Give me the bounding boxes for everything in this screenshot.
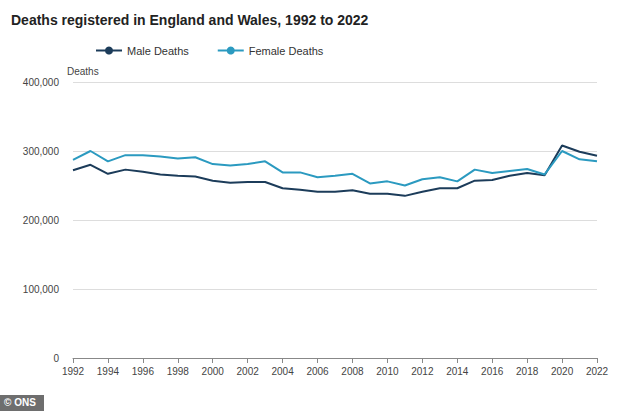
svg-text:100,000: 100,000 [23, 284, 60, 295]
svg-text:2004: 2004 [271, 366, 294, 377]
svg-text:2010: 2010 [376, 366, 399, 377]
svg-text:1994: 1994 [97, 366, 120, 377]
svg-text:2002: 2002 [237, 366, 260, 377]
svg-text:Deaths registered in England a: Deaths registered in England and Wales, … [11, 12, 369, 28]
svg-text:2008: 2008 [341, 366, 364, 377]
svg-text:2006: 2006 [306, 366, 329, 377]
svg-text:300,000: 300,000 [23, 146, 60, 157]
svg-text:1998: 1998 [167, 366, 190, 377]
svg-text:1992: 1992 [62, 366, 85, 377]
svg-text:2000: 2000 [202, 366, 225, 377]
svg-text:Male Deaths: Male Deaths [127, 45, 189, 57]
svg-text:400,000: 400,000 [23, 77, 60, 88]
svg-text:200,000: 200,000 [23, 215, 60, 226]
svg-text:2016: 2016 [481, 366, 504, 377]
svg-text:1996: 1996 [132, 366, 155, 377]
svg-text:2014: 2014 [446, 366, 469, 377]
svg-text:Female Deaths: Female Deaths [249, 45, 324, 57]
svg-text:0: 0 [53, 353, 59, 364]
svg-text:2020: 2020 [551, 366, 574, 377]
svg-text:2022: 2022 [586, 366, 609, 377]
svg-text:2018: 2018 [516, 366, 539, 377]
svg-text:2012: 2012 [411, 366, 434, 377]
svg-text:Deaths: Deaths [67, 66, 99, 77]
svg-text:© ONS: © ONS [4, 397, 36, 408]
